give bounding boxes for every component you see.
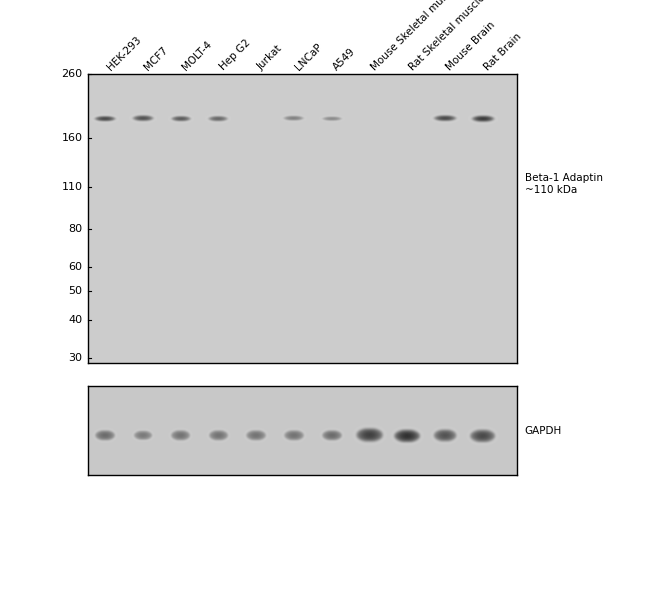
Text: ~110 kDa: ~110 kDa <box>525 185 577 195</box>
Text: LNCaP: LNCaP <box>294 41 324 72</box>
Text: Jurkat: Jurkat <box>256 43 285 72</box>
Text: MOLT-4: MOLT-4 <box>181 39 214 72</box>
Text: 50: 50 <box>68 286 83 296</box>
Text: Rat Skeletal muscle: Rat Skeletal muscle <box>407 0 487 72</box>
Text: 110: 110 <box>62 182 83 192</box>
Text: 60: 60 <box>68 262 83 272</box>
Text: 40: 40 <box>68 316 83 326</box>
Text: 260: 260 <box>61 69 83 78</box>
Text: MCF7: MCF7 <box>142 45 170 72</box>
Text: HEK-293: HEK-293 <box>105 34 143 72</box>
Text: Beta-1 Adaptin: Beta-1 Adaptin <box>525 173 603 183</box>
Text: A549: A549 <box>332 46 358 72</box>
Text: Mouse Brain: Mouse Brain <box>445 19 497 72</box>
Text: Rat Brain: Rat Brain <box>482 31 523 72</box>
Text: Hep G2: Hep G2 <box>218 38 253 72</box>
Text: 30: 30 <box>68 353 83 363</box>
Text: 80: 80 <box>68 224 83 234</box>
Text: GAPDH: GAPDH <box>525 426 562 435</box>
Text: Mouse Skeletal muscle: Mouse Skeletal muscle <box>369 0 461 72</box>
Text: 160: 160 <box>62 133 83 143</box>
